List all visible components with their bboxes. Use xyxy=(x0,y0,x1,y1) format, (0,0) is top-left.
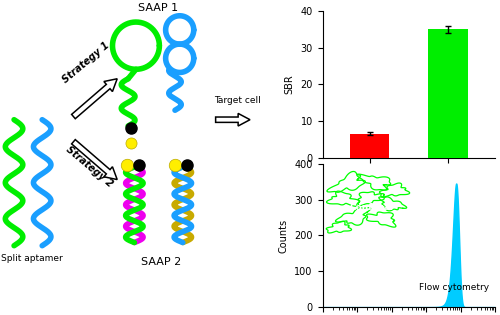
Text: Strategy 1: Strategy 1 xyxy=(61,41,112,85)
Y-axis label: SBR: SBR xyxy=(285,74,295,94)
Y-axis label: Counts: Counts xyxy=(278,218,288,253)
Bar xyxy=(350,134,389,158)
Text: Strategy 2: Strategy 2 xyxy=(64,145,114,189)
Text: SAAP 2: SAAP 2 xyxy=(141,257,181,266)
X-axis label: Probe: Probe xyxy=(395,183,422,193)
Text: SAAP 1: SAAP 1 xyxy=(138,3,178,13)
FancyArrow shape xyxy=(216,113,250,126)
Text: Split aptamer: Split aptamer xyxy=(0,255,62,263)
Text: Target cell: Target cell xyxy=(214,96,261,105)
Text: Flow cytometry: Flow cytometry xyxy=(419,283,489,292)
Text: Confocal: Confocal xyxy=(349,203,393,211)
FancyArrow shape xyxy=(72,79,117,119)
Bar xyxy=(428,29,468,158)
FancyArrow shape xyxy=(72,140,117,180)
